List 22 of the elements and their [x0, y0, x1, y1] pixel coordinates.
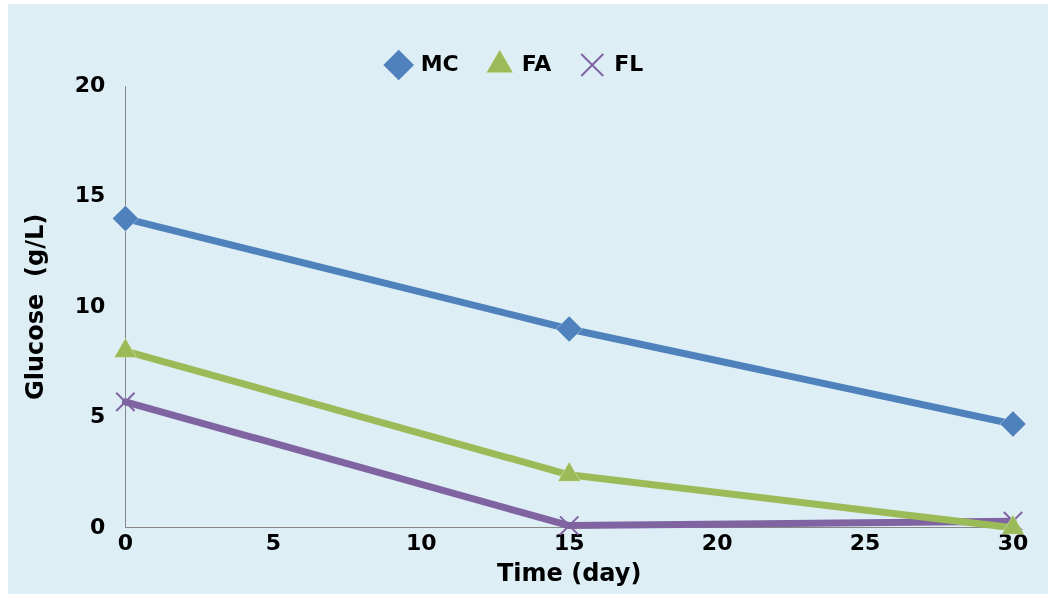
y-tick-label: 5: [90, 403, 106, 429]
legend-label: FL: [614, 50, 644, 76]
point: [999, 410, 1027, 438]
x-tick-label: 0: [117, 529, 134, 555]
x-axis-title: Time (day): [496, 558, 642, 587]
legend-label: FA: [521, 50, 552, 76]
x-tick-label: 15: [553, 529, 585, 555]
point: [559, 515, 580, 536]
point: [555, 315, 583, 343]
x-tick-label: 30: [997, 529, 1029, 555]
x-tick-label: 10: [405, 529, 437, 555]
legend-label: MC: [420, 50, 459, 76]
point: [115, 391, 136, 413]
x-tick-label: 25: [849, 529, 881, 555]
point: [111, 205, 139, 233]
x-tick-label: 20: [701, 529, 733, 555]
x-tick-label: 5: [265, 529, 281, 555]
y-tick-label: 10: [74, 292, 106, 318]
y-tick-label: 0: [90, 513, 106, 539]
y-axis-title: Glucose (g/L): [20, 213, 49, 400]
y-tick-label: 20: [74, 71, 106, 97]
y-tick-label: 15: [74, 182, 106, 208]
